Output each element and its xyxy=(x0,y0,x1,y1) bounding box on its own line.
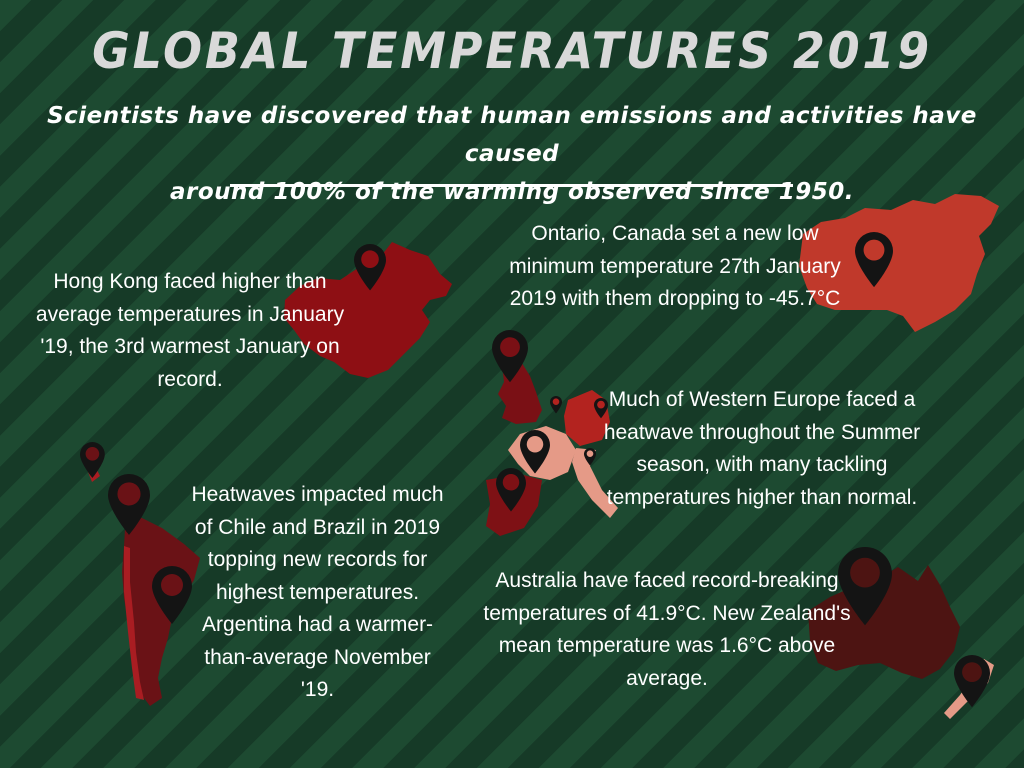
subtitle-line-2: around 100% of the warming observed sinc… xyxy=(170,179,854,205)
map-pin-icon xyxy=(492,330,528,383)
map-pin-icon xyxy=(584,448,596,466)
map-pin-icon xyxy=(550,396,562,414)
canada-map xyxy=(799,194,999,332)
title-divider xyxy=(230,184,793,187)
map-pin-icon xyxy=(954,655,990,708)
map-pin-icon xyxy=(520,430,550,474)
map-pin-icon xyxy=(496,468,526,512)
page-title: GLOBAL TEMPERATURES 2019 xyxy=(92,22,932,80)
chile-strip xyxy=(124,546,144,700)
canada-fact: Ontario, Canada set a new low minimum te… xyxy=(509,222,841,310)
canada-shape xyxy=(799,194,999,332)
map-pin-icon xyxy=(855,232,893,288)
europe-map xyxy=(486,330,618,536)
map-pin-icon xyxy=(354,244,386,291)
map-pin-icon xyxy=(108,474,150,535)
south-america-shape xyxy=(122,512,200,706)
south-america-map xyxy=(80,442,200,706)
australia-fact: Australia have faced record-breaking tem… xyxy=(483,569,851,690)
hong-kong-fact: Hong Kong faced higher than average temp… xyxy=(35,270,345,391)
europe-fact: Much of Western Europe faced a heatwave … xyxy=(603,388,921,509)
map-pin-icon xyxy=(80,442,105,478)
subtitle-line-1: Scientists have discovered that human em… xyxy=(47,103,977,167)
italy-shape xyxy=(572,448,618,518)
map-pin-icon xyxy=(152,566,192,624)
map-pin-icon xyxy=(594,398,608,419)
australia-map xyxy=(808,547,994,719)
south-america-fact: Heatwaves impacted much of Chile and Bra… xyxy=(191,483,444,701)
china-map xyxy=(284,242,452,378)
page-subtitle: Scientists have discovered that human em… xyxy=(40,97,984,211)
china-shape xyxy=(284,242,452,378)
map-pin-icon xyxy=(838,547,892,626)
